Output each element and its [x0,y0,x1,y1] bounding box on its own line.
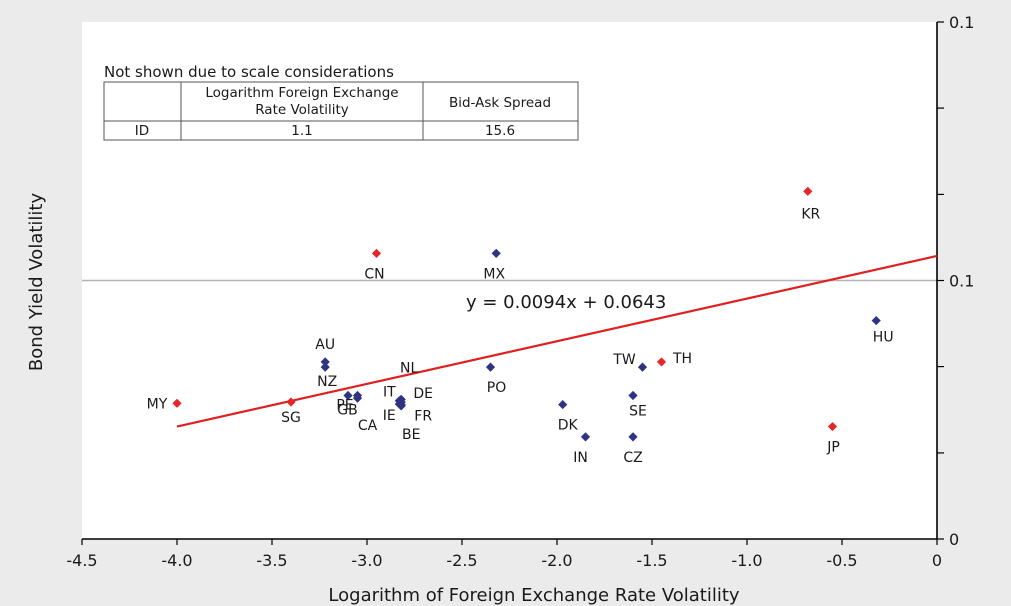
note-cell-spread: 15.6 [485,123,515,139]
point-hu [871,315,881,326]
note-header-fx-line1: Logarithm Foreign Exchange [205,85,398,101]
note-cell-id: ID [135,123,149,139]
point-nz [320,362,330,372]
x-tick-label: -2.0 [541,551,572,570]
trendline-equation: y = 0.0094x + 0.0643 [466,292,666,313]
point-label-pe: PE [336,398,353,414]
point-label-fr: FR [414,409,432,425]
note-cell-fx: 1.1 [291,123,312,139]
x-tick-label: -4.0 [161,551,192,570]
point-label-in: IN [573,450,588,466]
point-label-se: SE [629,404,647,420]
point-kr [803,186,813,196]
point-tw [637,362,648,372]
point-label-kr: KR [801,206,820,222]
y-tick-label: 0 [949,530,959,549]
point-label-au: AU [315,337,335,353]
note-table-border [103,81,579,141]
trendline [176,254,938,428]
point-label-my: MY [147,396,168,412]
point-be [396,401,406,411]
point-label-de: DE [413,386,433,402]
point-label-gb: GB [337,403,357,419]
x-tick-label: -1.0 [731,551,762,570]
trendline-layer [176,254,938,428]
scale-note-title: Not shown due to scale considerations [104,63,394,81]
x-ticks-layer: -4.5 -4.0 -3.5 -3.0 -2.5 -2.0 -1.5 -1.0 -0.5 0 [66,539,942,570]
point-ca [352,393,363,403]
point-pe [343,390,353,401]
point-label-nl: NL [400,360,418,376]
x-tick-label: -3.5 [256,551,287,570]
point-label-it: IT [383,385,396,401]
point-label-sg: SG [281,410,301,426]
x-tick-label: 0 [932,551,942,570]
point-au [320,357,330,367]
point-label-ca: CA [358,418,378,434]
y-tick-label: 0.1 [949,272,974,291]
note-header-fx-line2: Rate Volatility [255,102,349,118]
point-label-po: PO [487,380,506,396]
point-cn [371,248,382,258]
point-label-jp: JP [826,440,840,456]
x-tick-label: -1.5 [636,551,667,570]
point-label-cz: CZ [623,450,642,466]
point-cz [628,432,638,442]
point-po [485,362,496,372]
point-label-tw: TW [612,352,636,368]
point-jp [827,421,838,432]
scale-note: Not shown due to scale considerations Lo… [103,63,579,141]
x-axis-title: Logarithm of Foreign Exchange Rate Volat… [328,585,739,606]
point-label-be: BE [402,427,420,443]
point-my [172,398,182,408]
y-tick-label: 0.1 [949,13,974,32]
x-tick-label: -4.5 [66,551,97,570]
point-se [628,390,638,401]
point-sg [286,397,296,407]
x-tick-label: -3.0 [351,551,382,570]
point-dk [558,399,568,410]
y-axis-title: Bond Yield Volatility [26,193,47,372]
note-header-spread: Bid-Ask Spread [449,95,551,111]
point-in [580,432,591,442]
point-label-cn: CN [364,266,384,282]
point-label-hu: HU [873,330,894,346]
point-label-nz: NZ [317,374,337,390]
point-label-th: TH [672,351,692,367]
x-tick-label: -2.5 [446,551,477,570]
point-th [656,357,667,367]
x-tick-label: -0.5 [826,551,857,570]
point-label-dk: DK [558,418,579,434]
point-label-mx: MX [483,266,505,282]
y-ticks-layer: 0 0.1 0.1 [937,13,974,549]
point-mx [491,248,501,258]
point-label-ie: IE [383,408,396,424]
